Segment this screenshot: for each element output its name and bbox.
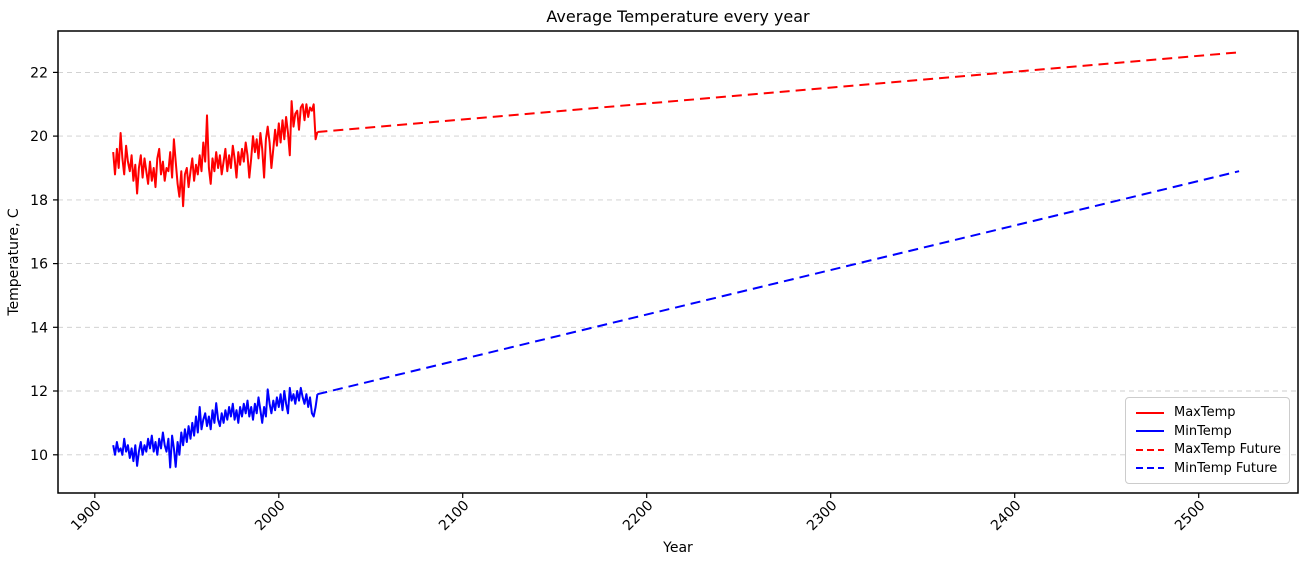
x-tick-label: 2000 <box>252 498 289 535</box>
y-axis-ticks: 10 12 14 16 18 20 22 <box>30 65 58 464</box>
x-tick-label: 2100 <box>436 498 473 535</box>
legend-line-sample-mintemp <box>1136 430 1164 433</box>
legend-label-mintemp-future: MinTemp Future <box>1174 460 1278 476</box>
legend: MaxTemp MinTemp MaxTemp Future MinTemp F… <box>1125 397 1290 484</box>
y-tick-label: 14 <box>30 320 48 336</box>
legend-line-sample-mintemp-future <box>1136 467 1164 470</box>
y-axis-label: Temperature, C <box>6 208 22 317</box>
series-maxtemp-future <box>317 51 1240 133</box>
x-tick-label: 2200 <box>620 498 657 535</box>
y-tick-label: 18 <box>30 193 48 209</box>
x-tick-label: 2400 <box>988 498 1025 535</box>
y-tick-label: 10 <box>30 448 48 464</box>
gridlines <box>58 71 1298 456</box>
series-mintemp <box>112 386 319 469</box>
x-axis-label: Year <box>662 540 693 556</box>
legend-item-maxtemp-future: MaxTemp Future <box>1135 442 1282 458</box>
y-tick-label: 16 <box>30 257 48 273</box>
x-tick-label: 2300 <box>804 498 841 535</box>
legend-label-maxtemp: MaxTemp <box>1174 405 1236 420</box>
legend-label-maxtemp-future: MaxTemp Future <box>1174 442 1282 458</box>
series-lines <box>112 51 1240 469</box>
y-tick-label: 12 <box>30 384 48 400</box>
chart-title: Average Temperature every year <box>546 7 810 26</box>
series-mintemp-future <box>317 170 1240 396</box>
y-tick-label: 22 <box>30 65 48 81</box>
x-tick-label: 2500 <box>1172 498 1209 535</box>
legend-item-mintemp: MinTemp <box>1135 425 1280 438</box>
y-tick-label: 20 <box>30 129 48 145</box>
x-tick-label: 1900 <box>68 498 105 535</box>
legend-line-sample-maxtemp <box>1136 411 1164 414</box>
legend-line-sample-maxtemp-future <box>1136 448 1164 451</box>
legend-item-maxtemp: MaxTemp <box>1135 406 1280 419</box>
plot-border <box>57 30 1299 494</box>
x-axis-ticks: 1900 2000 2100 2200 2300 2400 2500 <box>68 493 1209 535</box>
series-maxtemp <box>112 100 319 208</box>
legend-label-mintemp: MinTemp <box>1174 423 1232 439</box>
legend-item-mintemp-future: MinTemp Future <box>1135 462 1280 475</box>
